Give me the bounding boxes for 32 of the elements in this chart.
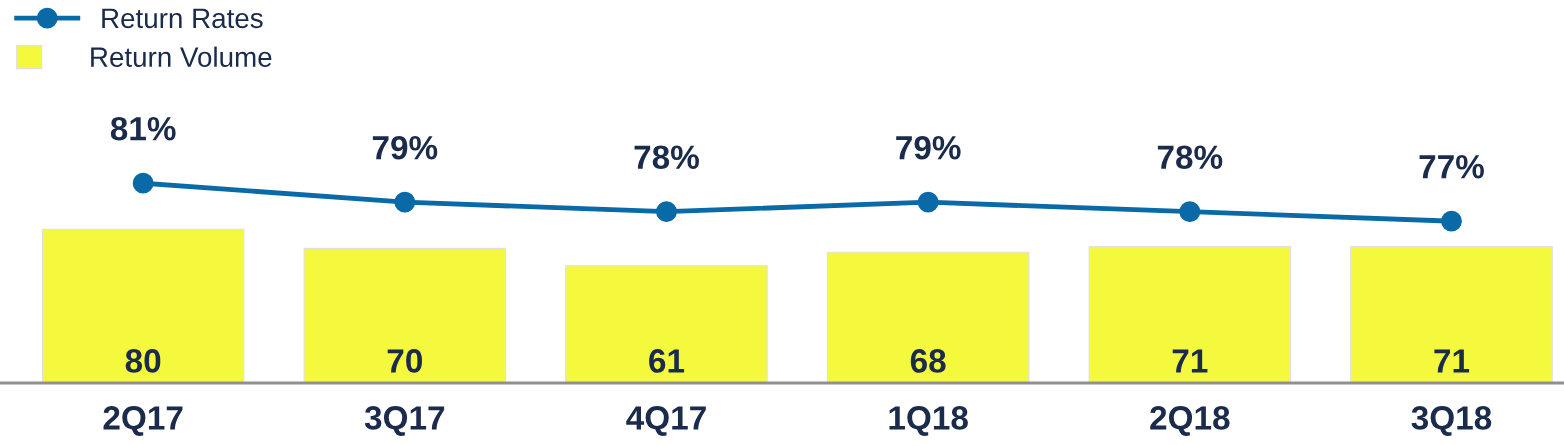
data-label: 61 — [649, 349, 685, 373]
x-tick-label: 1Q18 — [889, 406, 968, 436]
bar — [303, 247, 507, 383]
point — [1441, 210, 1462, 232]
data-label: 81% — [110, 116, 176, 141]
data-label: 71 — [1434, 349, 1470, 373]
bar — [1088, 245, 1292, 383]
point — [394, 191, 416, 213]
data-label: 71 — [1172, 349, 1208, 373]
point — [656, 201, 677, 223]
data-label: 80 — [125, 349, 161, 373]
x-tick-label: 3Q17 — [364, 406, 445, 436]
data-label: 77% — [1419, 154, 1484, 179]
bar — [41, 228, 245, 383]
data-label: 68 — [910, 349, 946, 373]
x-tick-label: 3Q18 — [1411, 406, 1492, 436]
x-tick-label: 2Q17 — [103, 406, 183, 436]
point — [132, 172, 154, 194]
data-label: 78% — [634, 145, 699, 169]
point — [917, 191, 939, 213]
x-tick-label: 2Q18 — [1150, 406, 1230, 436]
point — [1179, 201, 1201, 223]
data-label: 70 — [387, 349, 422, 373]
legend-label: Return Volume — [91, 46, 272, 67]
bar — [1350, 245, 1553, 383]
legend-label: Return Rates — [102, 8, 263, 29]
data-label: 79% — [896, 135, 961, 160]
x-tick-label: 4Q17 — [626, 406, 706, 436]
bar — [826, 251, 1030, 383]
bar — [565, 265, 768, 383]
data-label: 79% — [372, 135, 438, 160]
data-label: 78% — [1157, 145, 1223, 169]
